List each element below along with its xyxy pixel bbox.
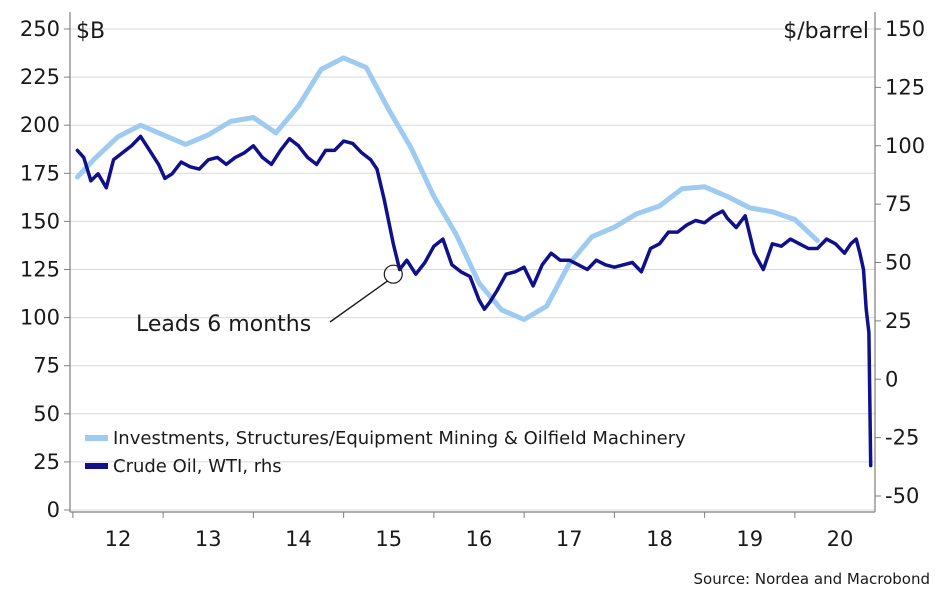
right-axis-unit: $/barrel [783,19,869,44]
right-tick-label-50: 50 [885,251,912,275]
series-line-crude-oil [75,134,873,468]
x-tick-label-19: 19 [736,527,763,551]
annotation: Leads 6 months [136,264,403,337]
left-tick-label-0: 0 [47,498,60,522]
legend-label-investments: Investments, Structures/Equipment Mining… [113,428,686,449]
right-tick-label-125: 125 [885,75,925,99]
left-tick-label-150: 150 [20,209,60,233]
source-note: Source: Nordea and Macrobond [694,570,930,588]
left-tick-label-175: 175 [20,161,60,185]
left-tick-label-225: 225 [20,65,60,89]
x-tick-label-12: 12 [105,527,132,551]
x-tick-label-15: 15 [375,527,402,551]
left-tick-label-100: 100 [20,306,60,330]
x-tick-label-17: 17 [556,527,583,551]
right-axis-ticks: 150 125 100 75 50 25 0 -25 -50 [875,17,925,508]
right-tick-label-25: 25 [885,309,912,333]
left-tick-label-50: 50 [33,402,60,426]
x-tick-label-14: 14 [285,527,312,551]
left-tick-label-250: 250 [20,17,60,41]
x-tick-label-20: 20 [827,527,854,551]
left-tick-label-25: 25 [33,450,60,474]
legend: Investments, Structures/Equipment Mining… [85,428,686,477]
x-tick-label-16: 16 [466,527,493,551]
right-tick-label--25: -25 [885,426,919,450]
right-tick-label-75: 75 [885,192,912,216]
left-tick-label-125: 125 [20,258,60,282]
annotation-leader-line [329,280,388,323]
right-tick-label-150: 150 [885,17,925,41]
series-group [74,55,873,468]
annotation-marker [383,264,403,284]
left-axis-unit: $B [76,19,105,44]
left-tick-label-200: 200 [20,113,60,137]
x-axis-ticks: 12 13 14 15 16 17 18 19 20 [72,512,854,551]
right-tick-label--50: -50 [885,484,919,508]
x-tick-label-18: 18 [646,527,673,551]
annotation-label: Leads 6 months [136,312,311,337]
right-tick-label-100: 100 [885,134,925,158]
x-tick-label-13: 13 [195,527,222,551]
right-tick-label-0: 0 [885,367,898,391]
series-line-investments [74,55,820,322]
left-tick-label-75: 75 [33,354,60,378]
legend-label-crude-oil: Crude Oil, WTI, rhs [113,456,282,477]
